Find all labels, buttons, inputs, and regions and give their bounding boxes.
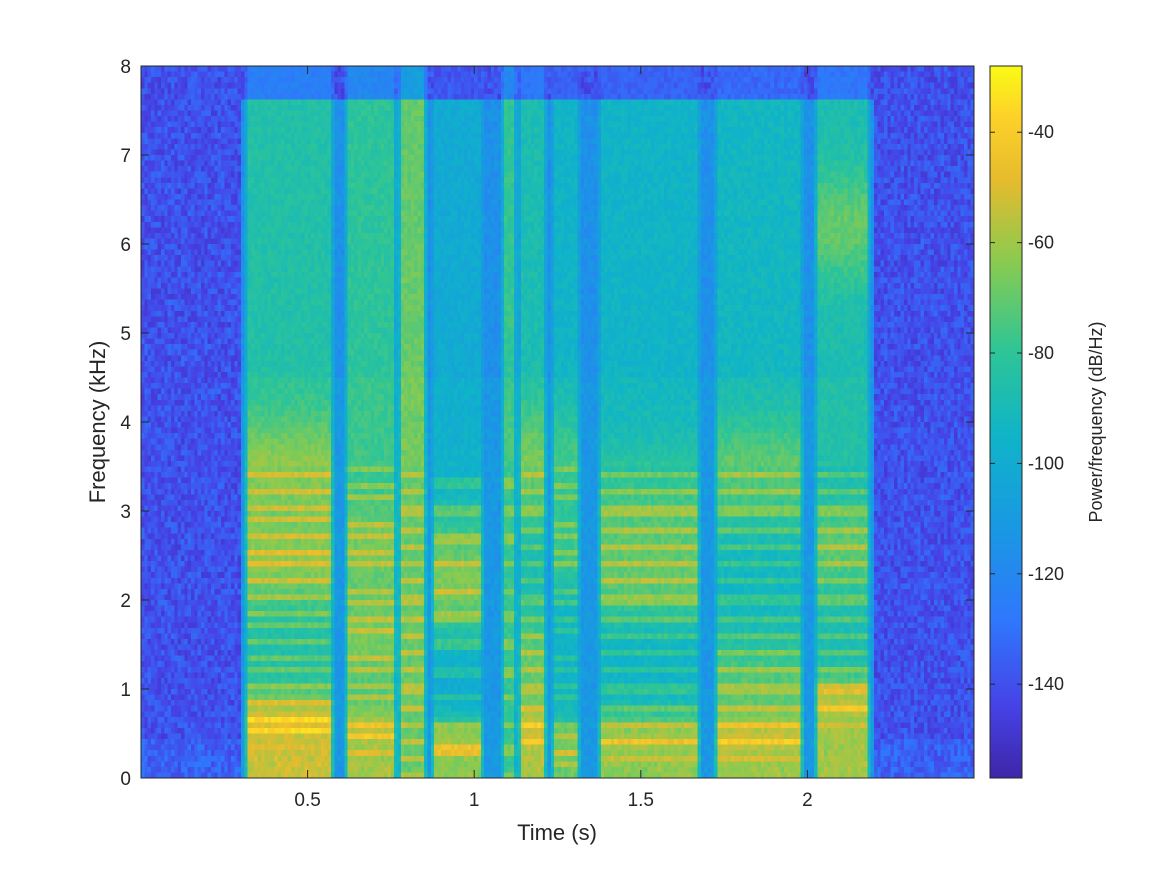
colorbar-gradient [990, 66, 1022, 778]
colorbar-tick-label: -60 [1028, 233, 1054, 253]
x-axis-label: Time (s) [517, 820, 597, 845]
y-tick-label: 7 [120, 146, 131, 167]
colorbar-tick-label: -80 [1028, 343, 1054, 363]
y-axis-label: Frequency (kHz) [85, 341, 110, 504]
y-tick-label: 1 [120, 680, 131, 701]
colorbar-tick-label: -120 [1028, 564, 1064, 584]
y-axis-ticks: 0 1 2 3 4 5 6 7 8 [120, 57, 974, 790]
y-tick-label: 2 [120, 591, 131, 612]
colorbar-ticks: -140 -120 -100 -80 -60 -40 [990, 122, 1064, 694]
x-tick-label: 1 [469, 790, 480, 811]
colorbar-label: Power/frequency (dB/Hz) [1086, 321, 1106, 522]
y-tick-label: 0 [120, 769, 131, 790]
y-tick-label: 8 [120, 57, 131, 78]
y-tick-label: 5 [120, 324, 131, 345]
colorbar-tick-label: -40 [1028, 122, 1054, 142]
colorbar: -140 -120 -100 -80 -60 -40 Power/frequency (d… [989, 65, 1106, 779]
y-tick-label: 6 [120, 235, 131, 256]
y-tick-label: 4 [120, 413, 131, 434]
x-tick-label: 2 [802, 790, 813, 811]
x-tick-label: 0.5 [294, 790, 320, 811]
colorbar-tick-label: -140 [1028, 674, 1064, 694]
colorbar-tick-label: -100 [1028, 453, 1064, 473]
spectrogram-heatmap [141, 66, 974, 778]
x-axis-ticks: 0.5 1 1.5 2 [294, 66, 813, 811]
plot-area [140, 65, 975, 779]
x-tick-label: 1.5 [628, 790, 654, 811]
colorbar-frame [989, 65, 1023, 779]
y-tick-label: 3 [120, 502, 131, 523]
